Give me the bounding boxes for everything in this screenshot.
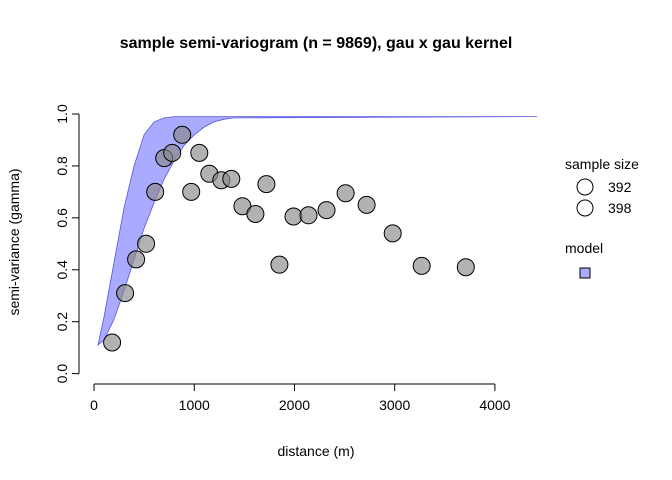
data-point-5 [146,182,165,201]
data-point-10 [190,143,209,162]
data-point-1 [103,333,122,352]
model-band-layer [97,116,538,347]
data-point-22 [357,195,376,214]
y-tick-label-3: 0.6 [54,208,70,228]
y-tick-label-2: 0.4 [54,260,70,280]
y-tick-label-0: 0.0 [54,364,70,384]
legend-size-label-2: 398 [608,200,632,216]
x-axis: 0 1000 2000 3000 4000 [90,383,511,413]
x-axis-label: distance (m) [277,443,354,459]
data-point-9 [182,182,201,201]
x-tick-label-0: 0 [90,397,98,413]
legend-model-title: model [565,240,603,256]
chart-title: sample semi-variogram (n = 9869), gau x … [120,35,513,52]
data-point-4 [137,234,156,253]
data-point-7 [163,143,182,162]
data-point-2 [116,284,135,303]
data-point-8 [173,125,192,144]
y-tick-label-4: 0.8 [54,156,70,176]
x-tick-label-3: 3000 [379,397,410,413]
data-point-18 [284,207,303,226]
data-point-24 [412,256,431,275]
y-axis-label: semi-variance (gamma) [6,168,22,315]
y-axis: 0.0 0.2 0.4 0.6 0.8 1.0 [54,104,80,384]
y-tick-label-5: 1.0 [54,104,70,124]
x-tick-label-2: 2000 [279,397,310,413]
x-tick-label-4: 4000 [479,397,510,413]
sample-points-layer [103,125,475,352]
data-point-15 [246,205,265,223]
data-point-16 [257,175,276,194]
data-point-3 [127,250,146,269]
data-point-13 [222,169,241,188]
data-point-19 [299,206,318,225]
data-point-23 [383,224,402,243]
data-point-21 [336,184,355,203]
data-point-17 [270,255,289,274]
legend-size-circle-2 [576,199,594,217]
legend-size-circle-1 [576,178,594,196]
legend-size-title: sample size [565,156,639,172]
data-point-20 [317,201,336,220]
y-tick-label-1: 0.2 [54,312,70,332]
legend: sample size 392 398 model [565,156,639,279]
model-band [97,116,538,347]
data-point-14 [233,197,252,216]
data-point-25 [456,258,475,277]
legend-size-label-1: 392 [608,179,632,195]
x-tick-label-1: 1000 [179,397,210,413]
legend-model-swatch [579,267,591,279]
